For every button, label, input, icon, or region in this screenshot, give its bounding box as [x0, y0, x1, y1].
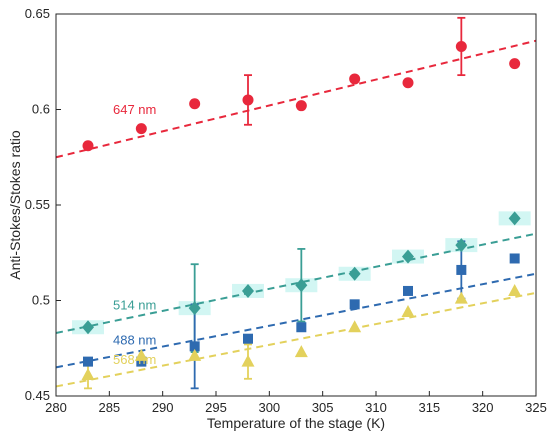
x-tick-label: 285: [98, 400, 120, 415]
y-axis-label: Anti-Stokes/Stokes ratio: [7, 130, 23, 280]
data-point: [243, 333, 253, 344]
data-point: [456, 264, 467, 275]
fit-line: [55, 272, 537, 369]
data-point: [348, 266, 361, 281]
data-point: [82, 320, 94, 335]
data-point: [454, 291, 468, 304]
data-point: [402, 249, 414, 264]
data-point: [134, 348, 148, 361]
x-tick-label: 320: [472, 400, 494, 415]
data-point: [509, 253, 520, 264]
data-point: [509, 58, 521, 70]
data-point: [135, 123, 147, 135]
data-point: [349, 73, 361, 85]
data-point: [508, 283, 522, 296]
fit-line: [55, 291, 537, 388]
x-tick-label: 310: [365, 400, 387, 415]
data-point: [401, 304, 415, 317]
y-tick-label: 0.65: [25, 6, 50, 21]
data-point: [403, 285, 413, 296]
x-tick-label: 290: [152, 400, 174, 415]
data-point: [242, 94, 254, 106]
series-label: 488 nm: [113, 333, 156, 348]
series-label: 647 nm: [113, 102, 156, 117]
series-label: 514 nm: [113, 297, 156, 312]
x-tick-label: 280: [45, 400, 67, 415]
data-point: [83, 356, 93, 367]
fit-line: [55, 39, 537, 159]
data-point: [349, 299, 360, 310]
y-tick-label: 0.55: [25, 197, 50, 212]
data-point: [295, 100, 307, 112]
data-point: [348, 320, 362, 333]
x-tick-label: 295: [205, 400, 227, 415]
data-point: [82, 140, 94, 152]
data-point: [242, 283, 254, 298]
fit-lines: [55, 39, 537, 388]
x-axis-ticks: 280 285 290 295 300 305 310 315 320 325: [45, 391, 547, 415]
data-point: [402, 77, 414, 89]
data-point: [296, 322, 307, 333]
data-point: [189, 98, 201, 110]
fit-line: [55, 232, 537, 334]
y-tick-label: 0.45: [25, 388, 50, 403]
series-label: 568 nm: [113, 352, 156, 367]
data-point: [188, 301, 201, 316]
data-point: [508, 211, 521, 226]
data-point: [136, 356, 147, 367]
data-point: [81, 367, 95, 380]
x-tick-label: 315: [418, 400, 440, 415]
x-tick-label: 325: [525, 400, 547, 415]
data-point: [189, 341, 200, 352]
data-point: [455, 40, 467, 52]
data-markers: [81, 40, 522, 380]
y-tick-label: 0.5: [32, 293, 50, 308]
y-axis-ticks: 0.45 0.5 0.55 0.6 0.65: [25, 6, 61, 403]
data-point: [455, 238, 468, 253]
x-tick-label: 305: [312, 400, 334, 415]
x-tick-label: 300: [258, 400, 280, 415]
data-point: [295, 278, 308, 293]
data-point: [188, 348, 202, 361]
y-tick-label: 0.6: [32, 102, 50, 117]
series-labels: 647 nm 514 nm 488 nm 568 nm: [113, 102, 156, 367]
x-axis-label: Temperature of the stage (K): [207, 415, 385, 431]
data-point: [294, 345, 308, 358]
data-point: [241, 354, 255, 367]
